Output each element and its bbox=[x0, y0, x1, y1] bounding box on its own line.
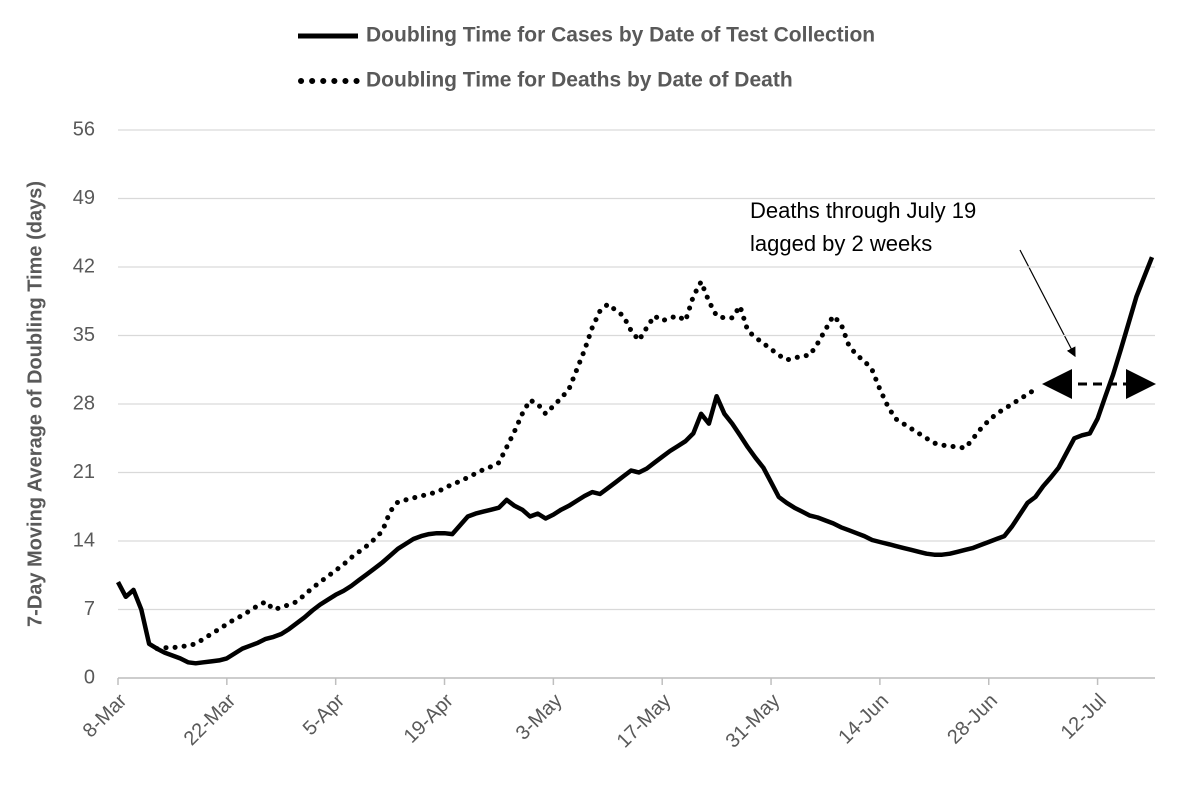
x-tick-label: 19-Apr bbox=[400, 689, 458, 747]
y-tick-label: 0 bbox=[84, 666, 95, 688]
y-tick-label: 49 bbox=[73, 187, 95, 209]
x-tick-label: 17-May bbox=[613, 690, 676, 753]
x-tick-label: 3-May bbox=[512, 690, 567, 745]
annotation-arrow bbox=[1019, 249, 1076, 358]
series-line bbox=[154, 279, 1038, 652]
x-tick-label: 22-Mar bbox=[180, 689, 241, 750]
y-tick-label: 42 bbox=[73, 255, 95, 277]
x-tick-label: 8-Mar bbox=[79, 689, 132, 742]
x-tick-label: 31-May bbox=[722, 690, 785, 753]
annotation: lagged by 2 weeks bbox=[750, 231, 932, 256]
x-tick-label: 5-Apr bbox=[299, 689, 349, 739]
y-tick-label: 28 bbox=[73, 392, 95, 414]
series-line bbox=[116, 256, 1155, 666]
legend-label: Doubling Time for Cases by Date of Test … bbox=[366, 24, 875, 47]
legend-label: Doubling Time for Deaths by Date of Deat… bbox=[366, 69, 793, 92]
annotation: Deaths through July 19 bbox=[750, 198, 976, 223]
y-axis-label: 7-Day Moving Average of Doubling Time (d… bbox=[24, 181, 46, 627]
x-tick-label: 14-Jun bbox=[834, 690, 893, 749]
x-tick-label: 12-Jul bbox=[1057, 690, 1111, 744]
y-tick-label: 21 bbox=[73, 461, 95, 483]
y-tick-label: 35 bbox=[73, 324, 95, 346]
y-tick-label: 14 bbox=[73, 529, 95, 551]
y-tick-label: 56 bbox=[73, 118, 95, 140]
x-tick-label: 28-Jun bbox=[943, 690, 1002, 749]
y-tick-label: 7 bbox=[84, 598, 95, 620]
